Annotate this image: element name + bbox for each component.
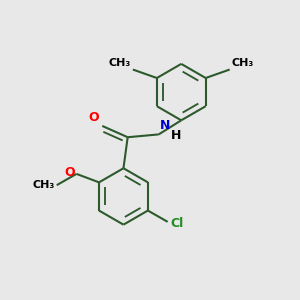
Text: N: N [160,119,170,132]
Text: Cl: Cl [170,217,184,230]
Text: O: O [64,167,75,179]
Text: H: H [171,129,182,142]
Text: CH₃: CH₃ [33,180,55,190]
Text: O: O [88,111,99,124]
Text: CH₃: CH₃ [109,58,131,68]
Text: CH₃: CH₃ [231,58,254,68]
